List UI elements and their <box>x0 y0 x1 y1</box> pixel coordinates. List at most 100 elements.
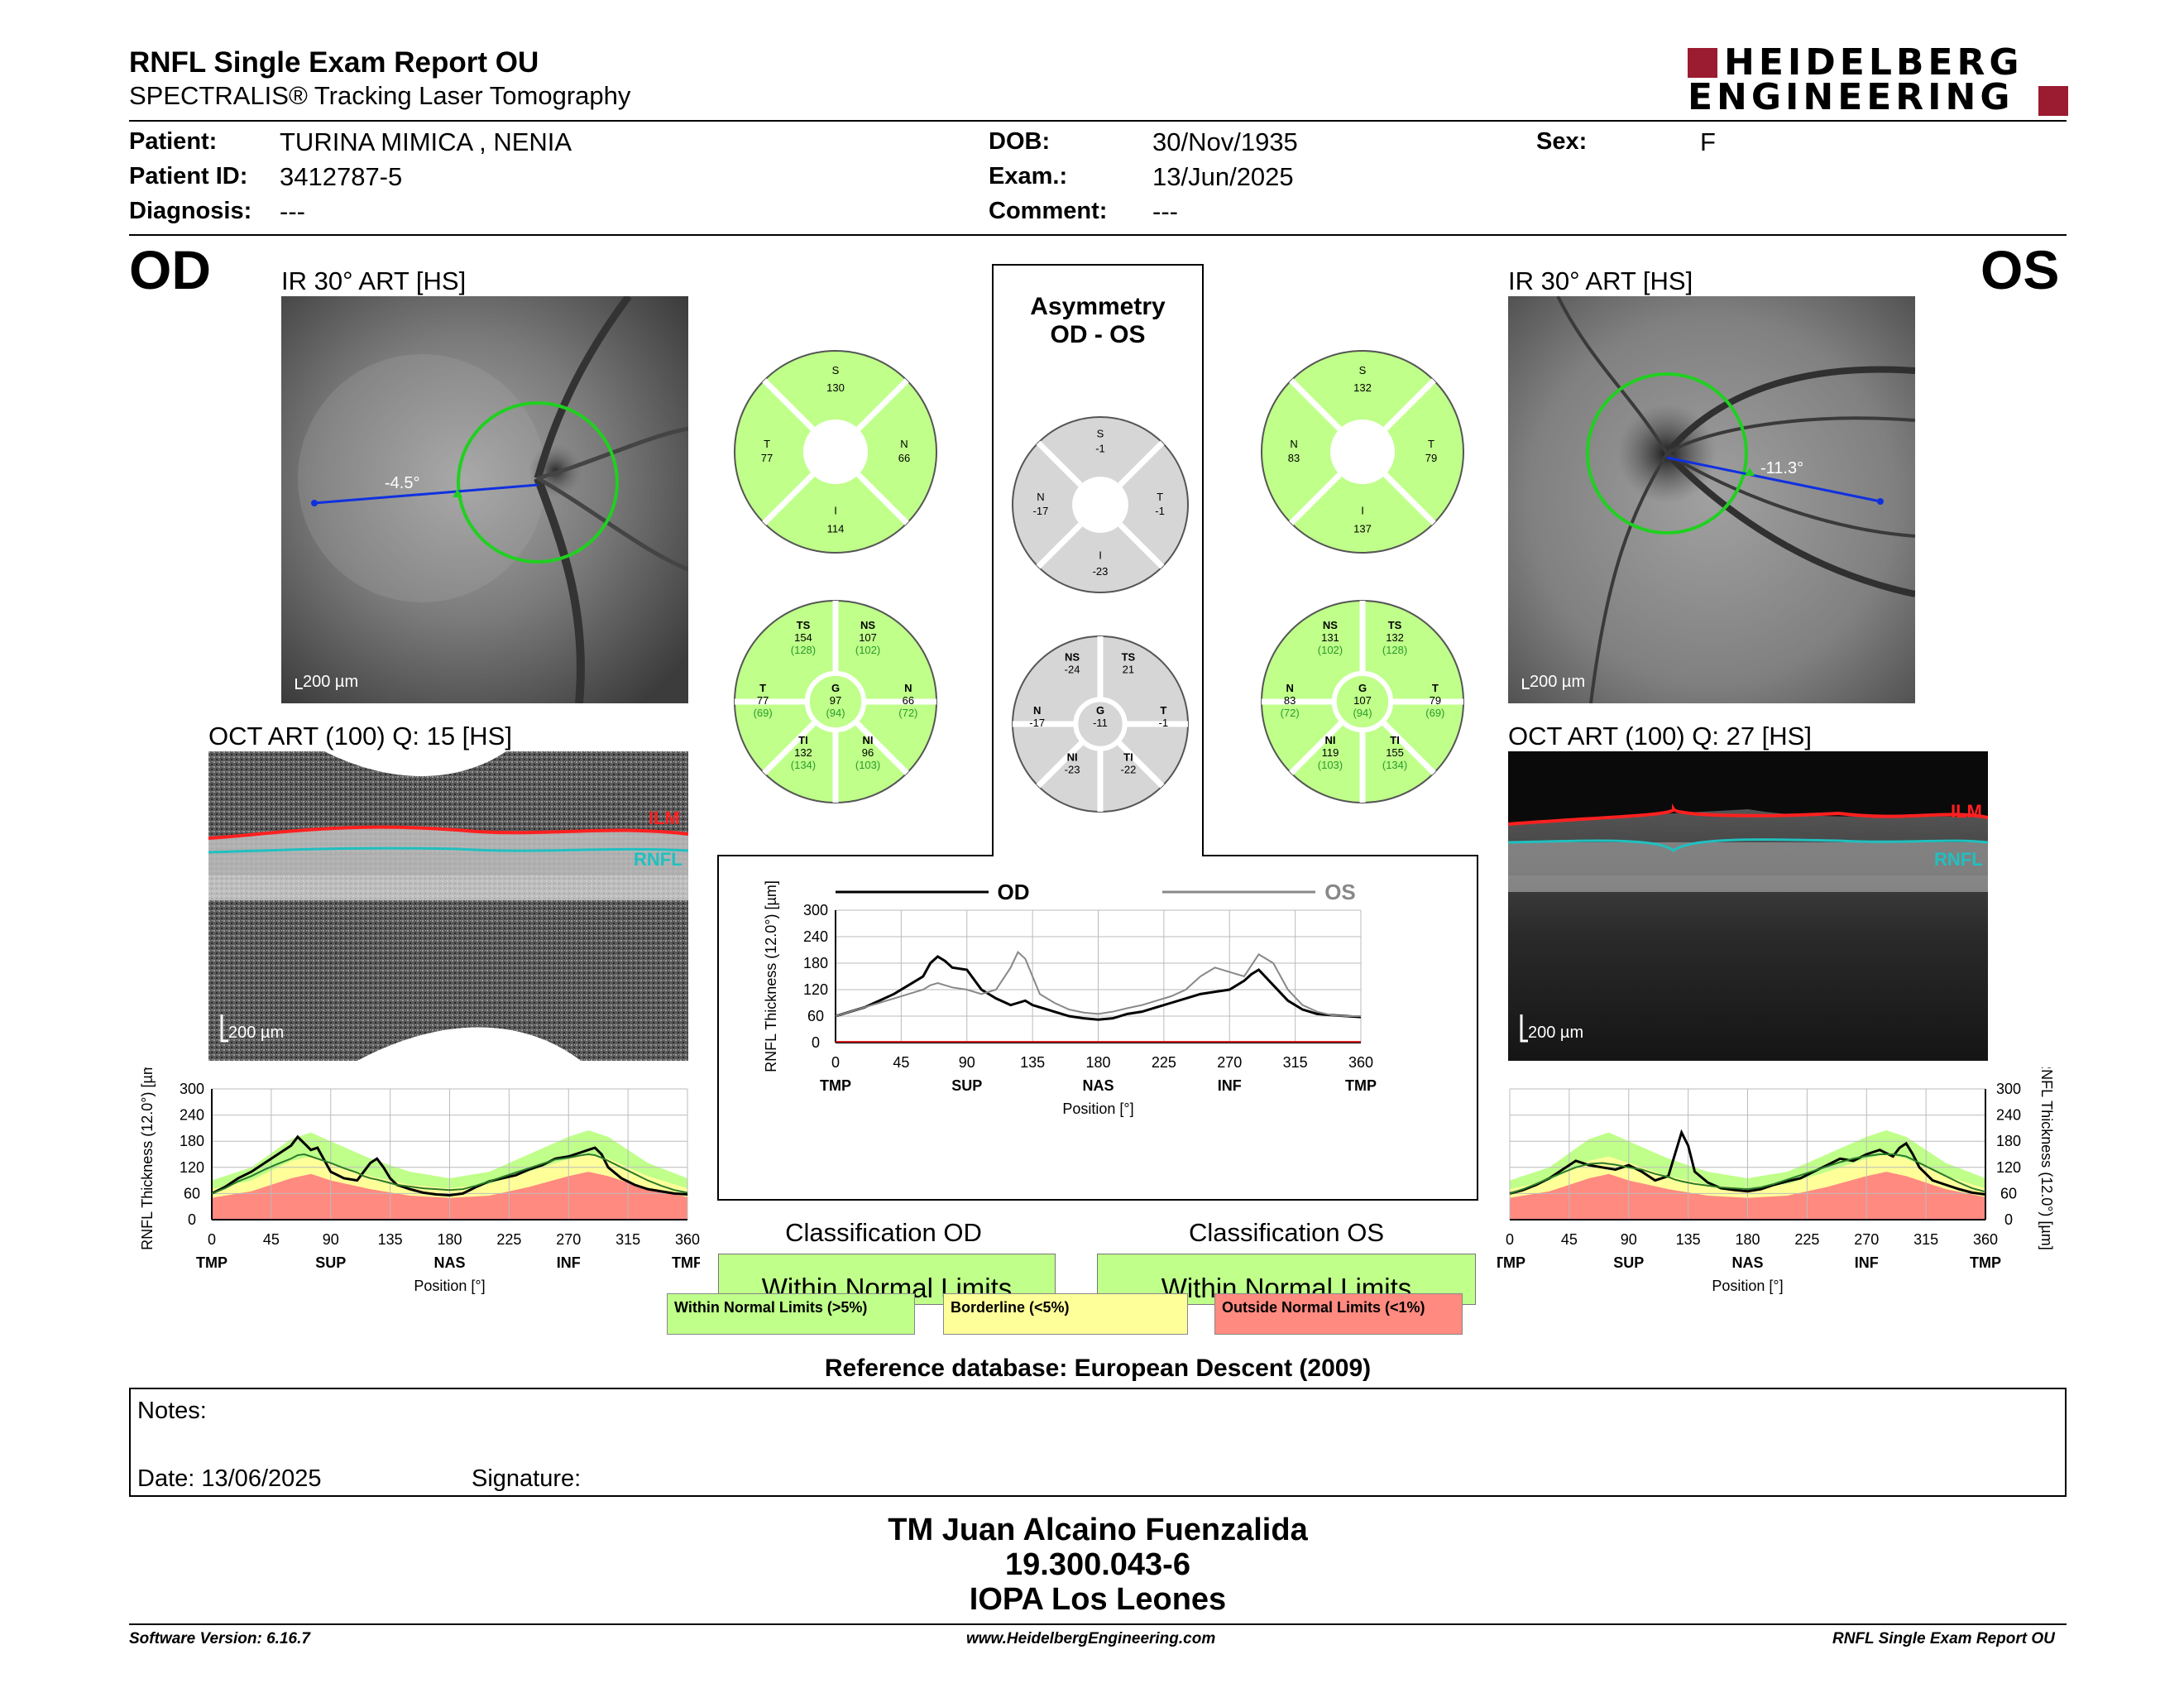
x-tick-360: 360 <box>1973 1231 1998 1248</box>
value-t: 79 <box>1430 694 1441 707</box>
y-tick-300: 300 <box>803 902 828 918</box>
value-right: 66 <box>898 452 910 464</box>
x-tick-225: 225 <box>496 1231 521 1248</box>
value-ti: 132 <box>794 746 812 759</box>
region-3: INF <box>557 1254 581 1271</box>
report-title: RNFL Single Exam Report OU <box>129 46 539 79</box>
value-i: 114 <box>827 523 845 535</box>
region-2: NAS <box>1082 1077 1114 1094</box>
label-g: G <box>1096 704 1104 717</box>
value-ts: 132 <box>1386 631 1404 644</box>
website-link[interactable]: www.HeidelbergEngineering.com <box>966 1630 1216 1647</box>
x-tick-90: 90 <box>1621 1231 1637 1248</box>
label-ti: TI <box>1390 734 1400 746</box>
region-4: TMP <box>672 1254 700 1271</box>
dob-label: DOB: <box>989 128 1051 155</box>
value-n: -17 <box>1029 717 1045 729</box>
notes-box[interactable]: Notes: Date: 13/06/2025 Signature: <box>129 1388 2067 1497</box>
label-ns: NS <box>860 619 875 631</box>
ref-t: (69) <box>754 707 773 719</box>
x-tick-0: 0 <box>831 1054 840 1071</box>
value-ni: 119 <box>1322 746 1339 759</box>
signature-label: Signature: <box>472 1465 582 1492</box>
x-tick-315: 315 <box>1913 1231 1938 1248</box>
x-axis-label: Position [°] <box>1062 1101 1133 1117</box>
os-fundus-image: -11.3° 200 µm <box>1508 296 1915 703</box>
x-tick-180: 180 <box>1735 1231 1760 1248</box>
series-line-1 <box>835 951 1361 1017</box>
legend-wnl: Within Normal Limits (>5%) <box>667 1293 915 1335</box>
value-s: 130 <box>826 381 845 394</box>
x-tick-45: 45 <box>1561 1231 1578 1248</box>
y-tick-180: 180 <box>180 1133 204 1149</box>
y-tick-240: 240 <box>803 928 828 945</box>
os-oct-label: OCT ART (100) Q: 27 [HS] <box>1508 722 1812 750</box>
os-rnfl-chart: 0 60 120 180 240 300 0 45 90 135 180 225 270 315 360 TM… <box>1497 1067 2055 1294</box>
center-frame <box>717 264 1478 1201</box>
y-tick-180: 180 <box>1996 1133 2021 1149</box>
value-ns: -24 <box>1065 664 1080 676</box>
region-3: INF <box>1218 1077 1242 1094</box>
label-left: N <box>1037 491 1044 503</box>
x-tick-135: 135 <box>1020 1054 1045 1071</box>
ref-t: (69) <box>1425 707 1444 719</box>
label-left: N <box>1290 438 1297 450</box>
value-g: -11 <box>1093 717 1108 729</box>
y-tick-240: 240 <box>180 1107 204 1124</box>
value-ns: 107 <box>859 631 877 644</box>
report-name-footer: RNFL Single Exam Report OU <box>1832 1630 2055 1647</box>
label-i: I <box>834 505 837 517</box>
od-ir-label: IR 30° ART [HS] <box>281 266 467 295</box>
value-t: -1 <box>1159 717 1169 729</box>
value-i: -23 <box>1093 565 1109 578</box>
legend-onl: Outside Normal Limits (<1%) <box>1214 1293 1463 1335</box>
os-ir-scale: 200 µm <box>1530 673 1585 691</box>
label-s: S <box>1359 364 1367 376</box>
label-g: G <box>831 682 840 694</box>
asymmetry-title: Asymmetry OD - OS <box>1030 293 1166 348</box>
region-0: TMP <box>820 1077 851 1094</box>
value-right: -1 <box>1155 505 1165 517</box>
x-tick-315: 315 <box>615 1231 640 1248</box>
ref-g: (94) <box>826 707 845 719</box>
label-s: S <box>1097 427 1104 439</box>
od-oct-scan: ILM RNFL 200 µm <box>208 751 688 1061</box>
x-tick-270: 270 <box>1217 1054 1242 1071</box>
label-ni: NI <box>863 734 874 746</box>
region-4: TMP <box>1345 1077 1377 1094</box>
y-tick-60: 60 <box>807 1008 824 1024</box>
label-ns: NS <box>1065 651 1080 664</box>
y-tick-240: 240 <box>1996 1107 2021 1124</box>
value-i: 137 <box>1353 523 1372 535</box>
exam-label: Exam.: <box>989 163 1068 189</box>
y-axis-label: RNFL Thickness (12.0°) [µm] <box>139 1067 156 1250</box>
label-s: S <box>832 364 840 376</box>
y-tick-60: 60 <box>2000 1185 2017 1201</box>
x-tick-225: 225 <box>1794 1231 1819 1248</box>
ref-n: (72) <box>898 707 917 719</box>
ref-ts: (128) <box>791 644 816 656</box>
x-tick-0: 0 <box>1506 1231 1514 1248</box>
patient-label: Patient: <box>129 128 218 155</box>
notes-label: Notes: <box>137 1398 207 1424</box>
od-oct-scale: 200 µm <box>228 1024 284 1042</box>
y-tick-120: 120 <box>180 1159 204 1176</box>
od-oct-label: OCT ART (100) Q: 15 [HS] <box>208 722 512 750</box>
x-tick-135: 135 <box>1676 1231 1701 1248</box>
ref-ti: (134) <box>791 759 816 771</box>
region-2: NAS <box>1731 1254 1763 1271</box>
legend-borderline: Borderline (<5%) <box>943 1293 1188 1335</box>
dob-value: 30/Nov/1935 <box>1152 127 1298 156</box>
y-axis-label: RNFL Thickness (12.0°) [µm] <box>763 880 779 1072</box>
label-g: G <box>1358 682 1367 694</box>
od-ir-scale: 200 µm <box>303 673 358 691</box>
value-g: 97 <box>830 694 841 707</box>
region-0: TMP <box>196 1254 228 1271</box>
label-ts: TS <box>797 619 811 631</box>
series-line-1 <box>1509 1153 1986 1195</box>
x-tick-315: 315 <box>1283 1054 1308 1071</box>
x-tick-360: 360 <box>1348 1054 1373 1071</box>
ref-g: (94) <box>1353 707 1372 719</box>
